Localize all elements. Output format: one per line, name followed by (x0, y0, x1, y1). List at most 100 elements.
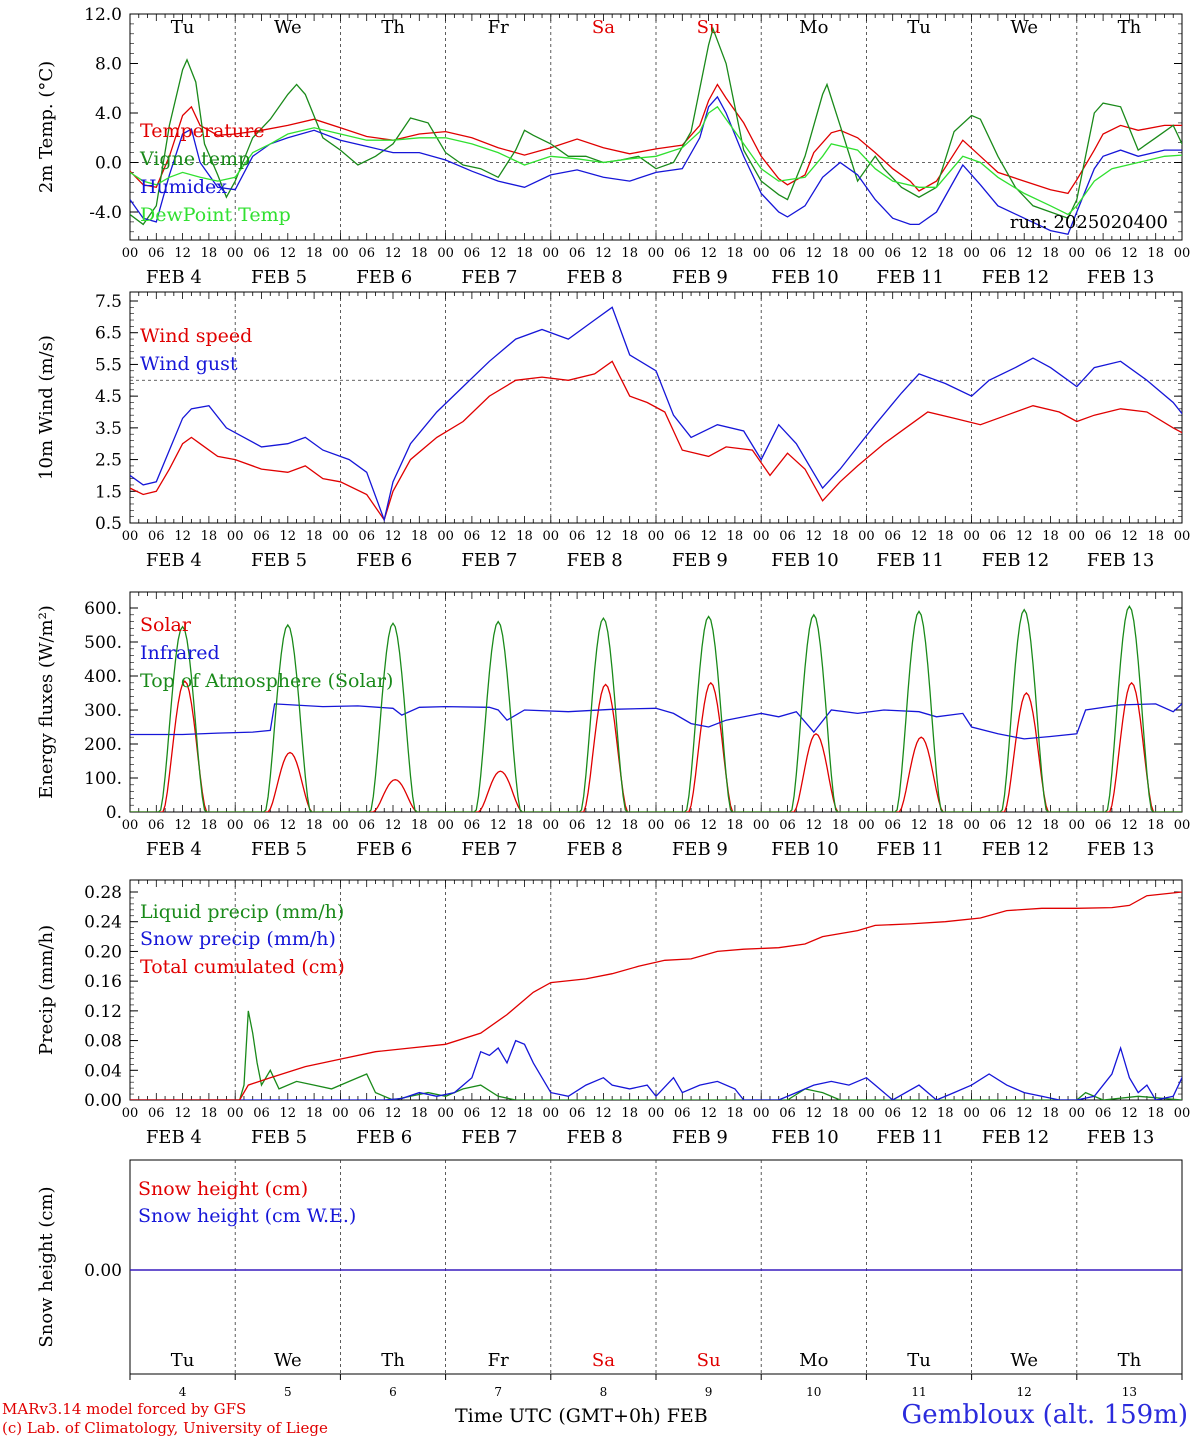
y-axis-label: Energy fluxes (W/m²) (36, 605, 57, 799)
date-label: FEB 12 (982, 1127, 1049, 1148)
hour-tick-label: 18 (1042, 818, 1059, 833)
hour-tick-label: 00 (122, 529, 139, 544)
hour-tick-label: 06 (990, 246, 1007, 261)
y-tick-label: 6.5 (95, 324, 122, 344)
series-line-wind-gust (130, 306, 1182, 523)
date-label: FEB 8 (567, 550, 623, 571)
date-label: FEB 13 (1087, 839, 1154, 860)
date-label: FEB 11 (876, 550, 943, 571)
hour-tick-label: 06 (674, 529, 691, 544)
y-tick-label: 0.00 (84, 1261, 122, 1281)
hour-tick-label: 18 (516, 529, 533, 544)
y-tick-label: 0.24 (84, 913, 122, 933)
series-line-humidex (130, 95, 1182, 236)
hour-tick-label: 00 (227, 246, 244, 261)
series-line-wind-speed (130, 360, 1182, 522)
hour-tick-label: 18 (1147, 529, 1164, 544)
y-tick-label: 4.0 (95, 104, 122, 124)
hour-tick-label: 18 (516, 1106, 533, 1121)
date-label: FEB 6 (356, 839, 412, 860)
hour-tick-label: 06 (358, 818, 375, 833)
day-number-label: 10 (806, 1385, 821, 1399)
day-number-label: 13 (1122, 1385, 1137, 1399)
date-label: FEB 13 (1087, 550, 1154, 571)
hour-tick-label: 18 (1042, 1106, 1059, 1121)
hour-tick-label: 00 (227, 1106, 244, 1121)
hour-tick-label: 06 (1095, 529, 1112, 544)
hour-tick-label: 18 (516, 246, 533, 261)
hour-tick-label: 00 (963, 246, 980, 261)
hour-tick-label: 12 (174, 818, 191, 833)
hour-tick-label: 12 (385, 529, 402, 544)
date-label: FEB 11 (876, 1127, 943, 1148)
hour-tick-label: 06 (779, 818, 796, 833)
hour-tick-label: 18 (832, 529, 849, 544)
hour-tick-label: 12 (1016, 818, 1033, 833)
hour-tick-label: 18 (306, 818, 323, 833)
legend-wind-speed: Wind speed (140, 325, 252, 347)
day-label-th: Th (1118, 1350, 1142, 1371)
date-label: FEB 8 (567, 839, 623, 860)
day-label-su: Su (697, 17, 721, 38)
y-tick-label: 0.08 (84, 1032, 122, 1052)
hour-tick-label: 18 (832, 1106, 849, 1121)
hour-tick-label: 00 (437, 818, 454, 833)
hour-tick-label: 18 (1147, 818, 1164, 833)
hour-tick-label: 00 (332, 1106, 349, 1121)
hour-tick-label: 06 (253, 246, 270, 261)
date-label: FEB 9 (672, 267, 728, 288)
hour-tick-label: 06 (884, 246, 901, 261)
legend-wind-gust: Wind gust (140, 353, 238, 375)
y-tick-label: 300. (84, 701, 122, 721)
day-label-mo: Mo (799, 1350, 828, 1371)
hour-tick-label: 12 (806, 246, 823, 261)
y-tick-label: 500. (84, 633, 122, 653)
date-label: FEB 6 (356, 267, 412, 288)
day-number-label: 11 (911, 1385, 926, 1399)
hour-tick-label: 12 (1121, 246, 1138, 261)
series-line-dewpoint-temp (130, 105, 1182, 216)
date-label: FEB 12 (982, 839, 1049, 860)
series-group (130, 605, 1182, 812)
legend-vigne-temp: Vigne temp (139, 148, 250, 170)
hour-tick-label: 18 (832, 818, 849, 833)
y-axis-label: Snow height (cm) (36, 1186, 57, 1347)
hour-tick-label: 18 (727, 246, 744, 261)
time-axis-label: Time UTC (GMT+0h) FEB (455, 1405, 708, 1427)
hour-tick-label: 18 (727, 818, 744, 833)
y-tick-label: 400. (84, 667, 122, 687)
hour-tick-label: 18 (621, 818, 638, 833)
lab-credit: (c) Lab. of Climatology, University of L… (2, 1419, 328, 1437)
hour-tick-label: 00 (122, 246, 139, 261)
date-label: FEB 8 (567, 267, 623, 288)
hour-tick-label: 18 (727, 1106, 744, 1121)
day-label-we: We (274, 1350, 302, 1371)
hour-tick-label: 00 (122, 818, 139, 833)
hour-tick-label: 00 (1174, 1106, 1191, 1121)
day-label-tu: Tu (907, 1350, 931, 1371)
hour-tick-label: 06 (253, 529, 270, 544)
hour-tick-label: 12 (280, 1106, 297, 1121)
date-label: FEB 4 (146, 550, 202, 571)
hour-tick-label: 12 (280, 246, 297, 261)
hour-tick-label: 00 (753, 529, 770, 544)
panel-4: 0.28 0.24 0.20 0.16 0.12 0.08 0.04 0.00 Precip (… (36, 879, 1191, 1148)
y-tick-label: 0.16 (84, 972, 122, 992)
hour-tick-label: 06 (779, 1106, 796, 1121)
y-tick-label: 0.0 (95, 154, 122, 174)
y-tick-label: 7.5 (95, 292, 122, 312)
hour-tick-label: 06 (358, 246, 375, 261)
hour-tick-label: 00 (437, 1106, 454, 1121)
hour-tick-label: 12 (911, 1106, 928, 1121)
hour-tick-label: 12 (174, 529, 191, 544)
legend-top-of-atmosphere-solar: Top of Atmosphere (Solar) (140, 670, 393, 692)
date-label: FEB 4 (146, 839, 202, 860)
hour-tick-label: 06 (884, 818, 901, 833)
date-label: FEB 5 (251, 550, 307, 571)
hour-tick-label: 12 (385, 246, 402, 261)
legend-liquid-precip-mm-h: Liquid precip (mm/h) (140, 901, 344, 923)
hour-tick-label: 18 (201, 1106, 218, 1121)
hour-tick-label: 00 (1174, 246, 1191, 261)
hour-tick-label: 06 (779, 246, 796, 261)
date-label: FEB 5 (251, 1127, 307, 1148)
